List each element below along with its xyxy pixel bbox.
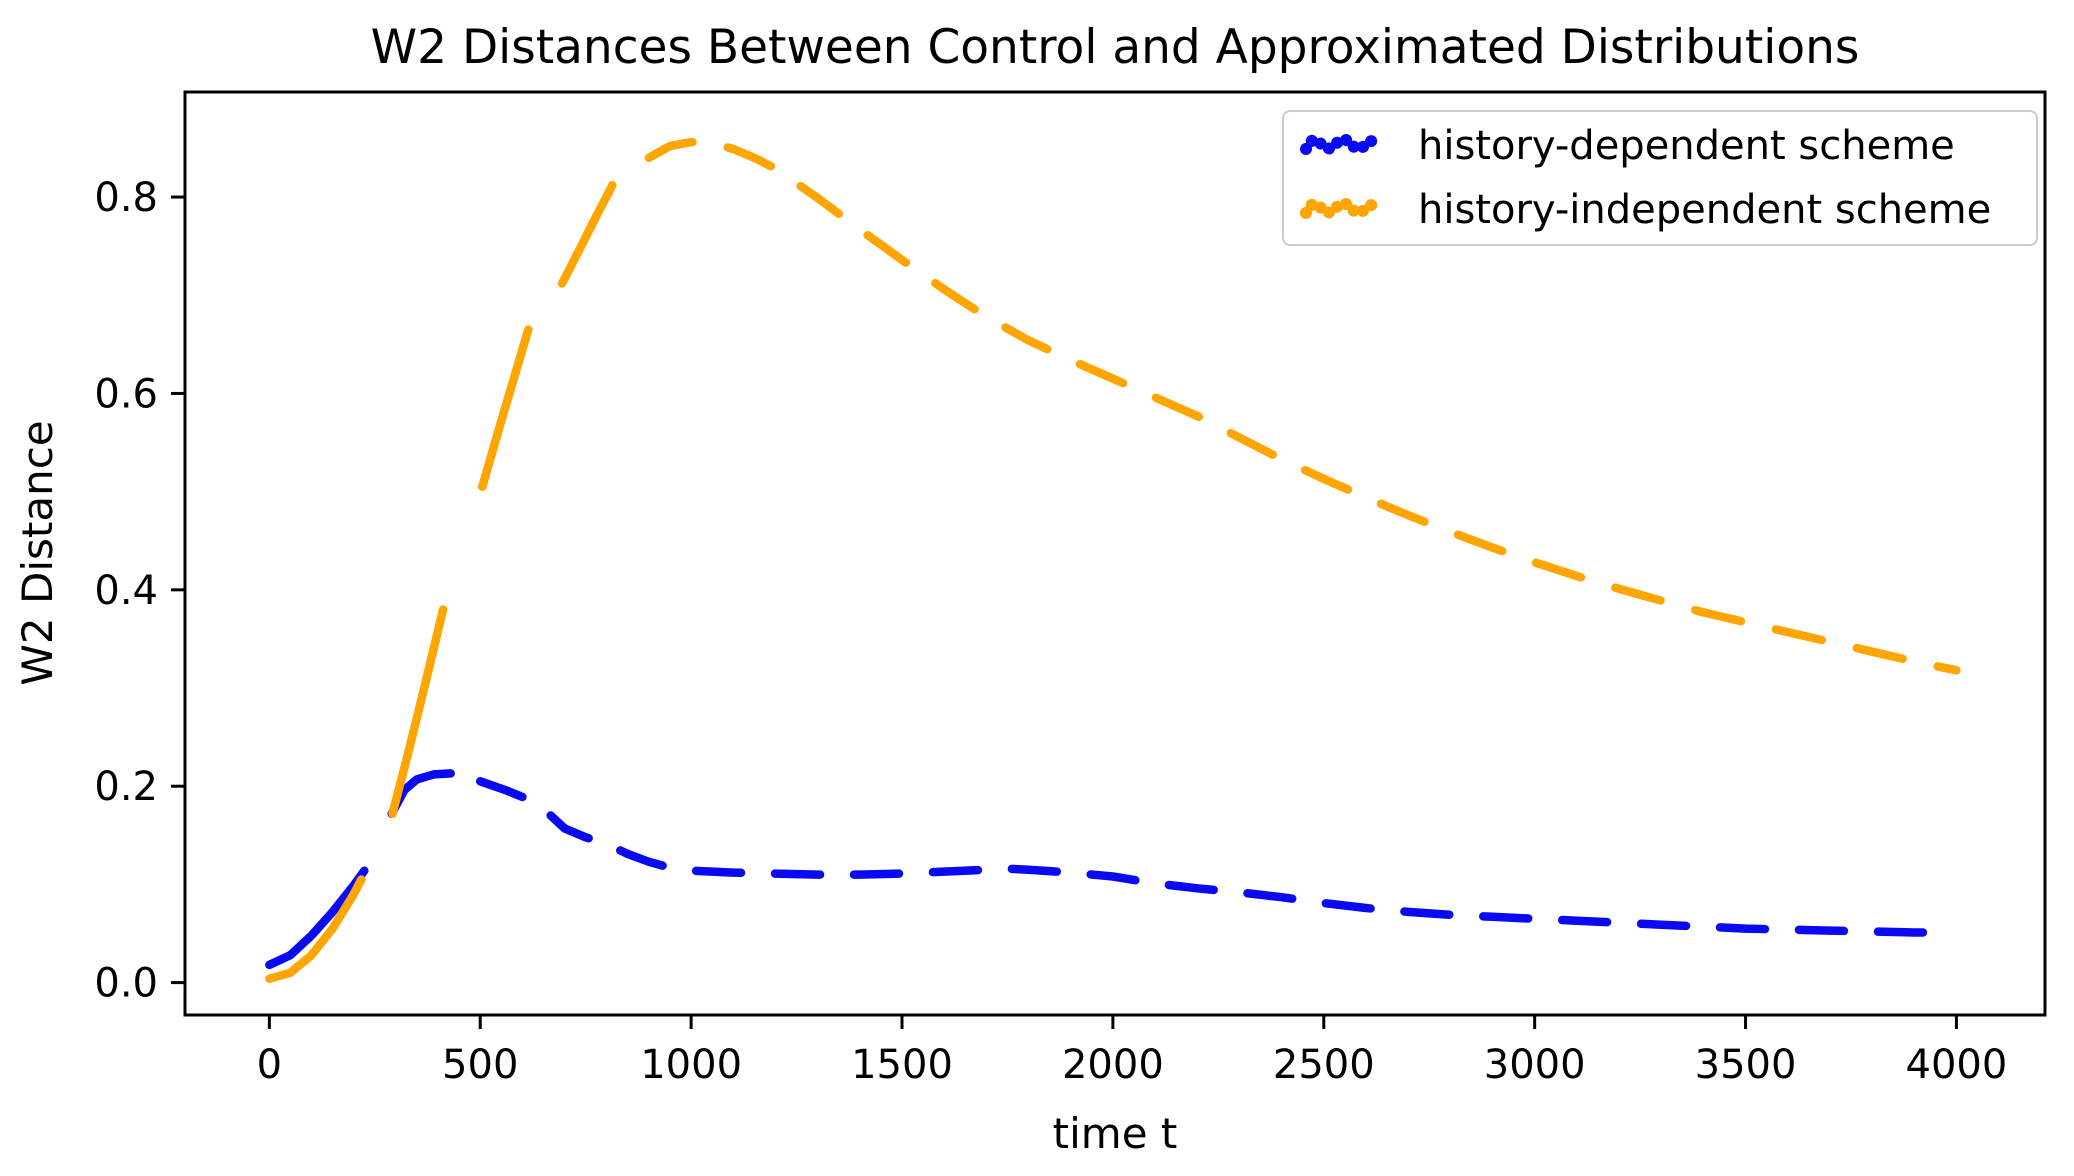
dashed-line-sample-icon [1300, 133, 1385, 155]
legend: history-dependent scheme history-indepen… [1282, 110, 2038, 246]
series-line-1-solid [265, 875, 366, 983]
y-tick-label: 0.0 [94, 961, 158, 1007]
x-axis-label: time t [1053, 1109, 1178, 1158]
y-tick-label: 0.4 [94, 568, 158, 614]
legend-label: history-independent scheme [1418, 187, 1992, 234]
y-axis-label: W2 Distance [13, 420, 62, 685]
legend-item-history-dependent: history-dependent scheme [1284, 115, 2036, 177]
legend-label: history-dependent scheme [1418, 122, 1955, 169]
dashed-line-sample-icon [1300, 197, 1385, 220]
x-tick-label: 4000 [1906, 1042, 2008, 1088]
y-tick-label: 0.6 [94, 371, 158, 417]
y-tick-label: 0.2 [94, 764, 158, 810]
tick-labels: 0 500 1000 1500 2000 2500 3000 3500 4000 0.0 0.2 0.… [94, 175, 2007, 1088]
x-tick-label: 3000 [1484, 1042, 1586, 1088]
series-line-1-solid [388, 605, 448, 818]
x-tick-label: 1000 [640, 1042, 742, 1088]
plot-spines [183, 90, 2047, 1017]
tick-marks [171, 195, 1958, 1029]
legend-item-history-independent: history-independent scheme [1284, 179, 2036, 241]
y-tick-label: 0.8 [94, 175, 158, 221]
series-line-1-dashed [644, 137, 1961, 675]
x-tick-label: 2000 [1062, 1042, 1164, 1088]
x-tick-label: 500 [442, 1042, 518, 1088]
x-tick-label: 1500 [851, 1042, 953, 1088]
series-lines [265, 137, 1961, 983]
x-tick-label: 3500 [1695, 1042, 1797, 1088]
series-line-1-solid [478, 325, 533, 491]
series-line-1-solid [557, 181, 617, 288]
x-tick-label: 2500 [1273, 1042, 1375, 1088]
x-tick-label: 0 [257, 1042, 282, 1088]
series-line-0-dashed [475, 777, 1961, 937]
chart-title: W2 Distances Between Control and Approxi… [371, 20, 1860, 75]
